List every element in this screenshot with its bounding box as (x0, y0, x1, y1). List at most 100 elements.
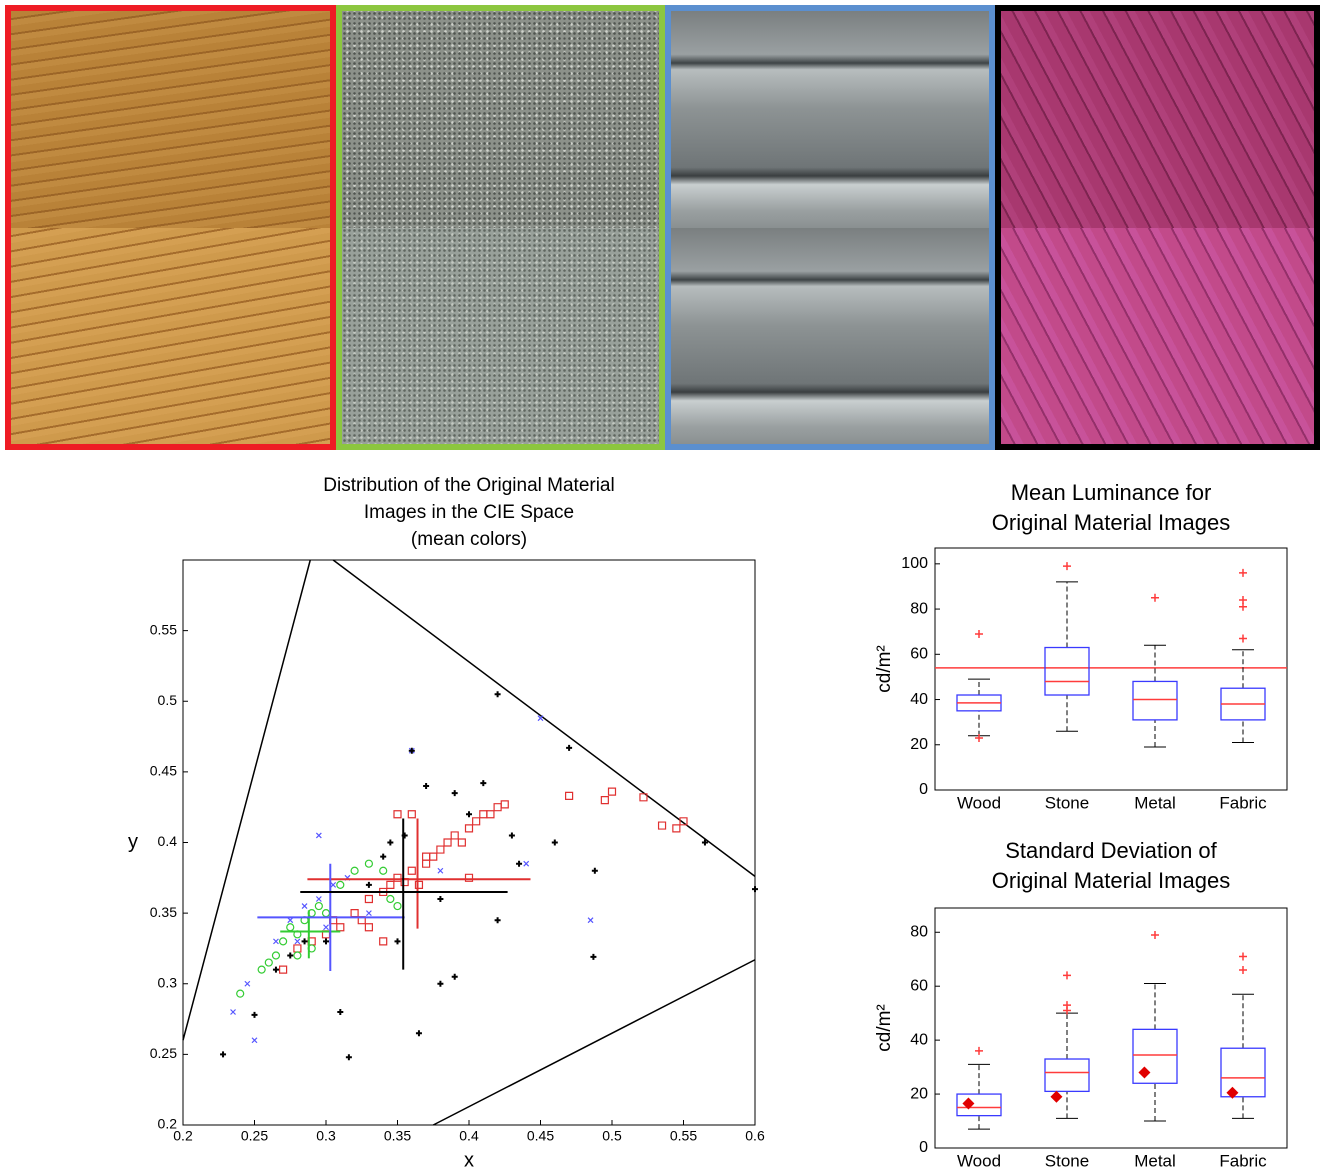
data-point (480, 780, 487, 787)
y-tick-label: 0.3 (158, 974, 178, 990)
x-tick-label: Wood (957, 1151, 1001, 1169)
data-point (407, 810, 416, 819)
x-tick-label: 0.3 (316, 1128, 336, 1144)
x-tick-label: Metal (1134, 1151, 1176, 1169)
data-point (437, 896, 444, 902)
chart-title: Original Material Images (992, 510, 1230, 535)
x-tick-label: Fabric (1219, 1151, 1267, 1169)
data-point (600, 796, 609, 805)
data-point (479, 810, 488, 819)
data-point (272, 966, 279, 973)
outlier (975, 733, 983, 742)
outlier (975, 629, 983, 638)
data-point (407, 866, 416, 875)
gamut-boundary (432, 959, 756, 1126)
y-tick-label: 80 (910, 923, 928, 940)
data-point (236, 989, 245, 998)
plot-frame (934, 907, 1288, 1149)
data-point (566, 744, 573, 751)
data-point (364, 894, 373, 904)
data-point (537, 715, 544, 722)
data-point (345, 1054, 352, 1061)
data-point (393, 873, 402, 882)
data-point (323, 924, 329, 931)
x-tick-label: Wood (957, 793, 1001, 812)
chart-title: (mean colors) (411, 529, 527, 550)
stone-image (336, 5, 665, 450)
outlier (1239, 602, 1247, 611)
data-point (365, 881, 372, 888)
data-point (752, 886, 758, 893)
data-point (672, 824, 681, 833)
box (1044, 1058, 1090, 1093)
data-point (701, 839, 708, 846)
data-point (336, 880, 345, 889)
data-point (380, 853, 387, 860)
data-point (350, 909, 359, 918)
data-point (294, 938, 301, 945)
x-tick-label: 0.6 (745, 1128, 765, 1144)
data-point (301, 938, 308, 945)
data-point (293, 951, 302, 960)
data-point (494, 917, 501, 924)
data-point (337, 1009, 344, 1015)
data-point (379, 937, 388, 946)
y-axis-label: cd/m² (874, 645, 895, 693)
mean-marker (1138, 1066, 1151, 1079)
data-point (679, 817, 688, 826)
x-tick-label: 0.35 (384, 1128, 411, 1144)
y-tick-label: 40 (910, 1031, 928, 1048)
data-point (464, 824, 474, 833)
data-point (394, 938, 401, 945)
y-tick-label: 40 (910, 691, 928, 708)
data-point (301, 903, 308, 909)
data-point (450, 831, 459, 840)
box (956, 1093, 1002, 1117)
data-point (379, 866, 388, 875)
mean-marker (1050, 1090, 1063, 1103)
x-tick-label: Stone (1045, 1151, 1089, 1169)
data-point (273, 938, 279, 945)
y-tick-label: 0.55 (150, 621, 177, 637)
y-axis-label: y (128, 831, 138, 853)
data-point (451, 973, 458, 980)
data-point (466, 811, 472, 818)
x-tick-label: 0.2 (173, 1128, 193, 1144)
x-tick-label: Stone (1045, 793, 1089, 812)
outlier (1063, 971, 1071, 980)
data-point (464, 873, 474, 882)
data-point (257, 965, 266, 974)
data-point (565, 791, 574, 800)
data-point (379, 887, 388, 897)
chart-title: Images in the CIE Space (364, 502, 574, 523)
data-point (639, 793, 648, 802)
data-point (443, 838, 452, 847)
x-tick-label: 0.25 (241, 1128, 268, 1144)
gamut-boundary (332, 559, 756, 878)
y-tick-label: 0.4 (158, 833, 178, 849)
data-point (457, 838, 466, 847)
data-point (293, 944, 302, 953)
y-tick-label: 0 (919, 781, 928, 798)
y-tick-label: 0.5 (158, 692, 178, 708)
plot-frame (934, 547, 1288, 791)
x-tick-label: 0.45 (527, 1128, 554, 1144)
box (1132, 1028, 1178, 1084)
outlier (1239, 568, 1247, 577)
box (1220, 1047, 1266, 1098)
outlier (1151, 930, 1159, 939)
data-point (472, 817, 481, 826)
x-tick-label: 0.5 (602, 1128, 622, 1144)
box (1132, 680, 1178, 721)
data-point (422, 852, 431, 861)
data-point (286, 923, 295, 932)
data-point (387, 839, 394, 846)
data-point (408, 747, 415, 754)
gamut-boundary (182, 559, 311, 1041)
data-point (287, 917, 294, 924)
data-point (437, 867, 444, 874)
y-tick-label: 0.2 (158, 1116, 178, 1132)
data-point (590, 953, 597, 960)
